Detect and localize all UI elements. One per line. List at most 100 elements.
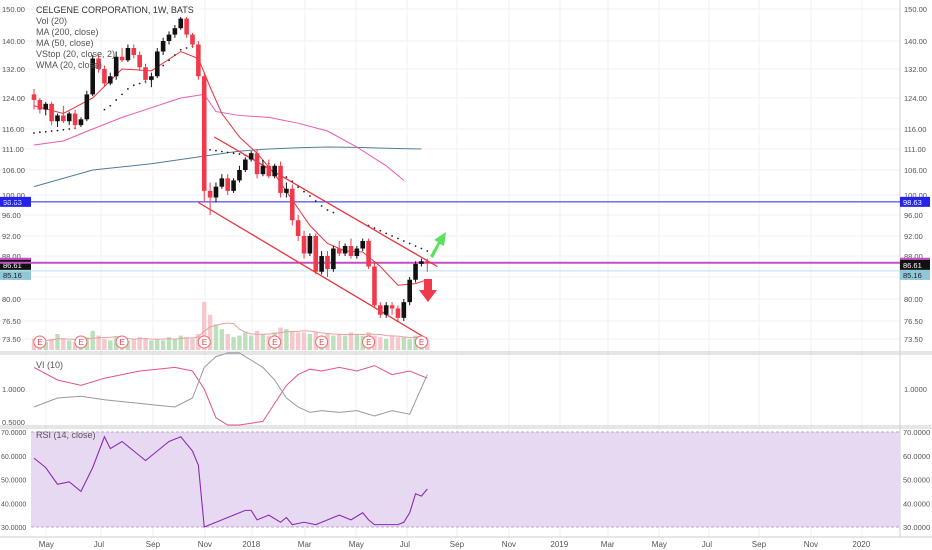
vstop-dot — [332, 211, 335, 214]
volume-bar — [143, 338, 148, 350]
volume-bar — [67, 340, 72, 350]
arrow-up-icon — [430, 232, 446, 258]
vstop-dot — [56, 129, 59, 132]
candle-body — [243, 159, 248, 170]
candle-body — [331, 248, 336, 270]
price-tick-label: 116.00 — [904, 125, 926, 134]
candle-body — [196, 44, 201, 77]
earnings-marker — [268, 335, 282, 349]
price-tick-label-left: 80.00 — [2, 295, 21, 304]
price-tick-label: 106.00 — [904, 166, 927, 175]
price-badge-label: 86.61 — [903, 261, 922, 270]
earnings-marker-label: E — [319, 338, 324, 347]
volume-bar — [384, 338, 389, 350]
volume-bar — [172, 338, 178, 350]
volume-bar — [331, 335, 336, 350]
vstop-dot — [391, 235, 393, 237]
vstop-dot — [420, 247, 423, 250]
candle-body — [49, 103, 54, 122]
vstop-dot — [320, 205, 323, 207]
volume-bar — [278, 327, 283, 350]
chart-title: CELGENE CORPORATION, 1W, BATS — [36, 5, 194, 15]
rsi-tick-label: 30.0000 — [903, 523, 930, 532]
candle-body — [61, 115, 66, 122]
vi-plus-line — [33, 365, 428, 426]
candle-body — [342, 246, 348, 254]
candle-body — [301, 236, 307, 254]
price-badge-left — [0, 269, 31, 280]
candle-body — [313, 236, 319, 272]
candle-body — [295, 220, 301, 236]
candle-body — [37, 99, 43, 110]
candle-body — [413, 263, 418, 280]
candle-body — [336, 248, 342, 254]
rsi-tick-label-left: 40.0000 — [1, 501, 26, 508]
vstop-dot — [173, 54, 176, 56]
rsi-tick-label: 70.0000 — [903, 428, 930, 437]
candle-body — [319, 256, 324, 272]
candle-body — [108, 76, 113, 84]
price-tick-label-left: 150.00 — [2, 5, 25, 14]
candle-body — [190, 34, 195, 45]
earnings-marker-label: E — [37, 338, 42, 347]
vstop-dot — [379, 229, 382, 232]
candle-body — [407, 279, 412, 303]
candle-body — [149, 76, 154, 80]
rsi-tick-label-left: 70.0000 — [1, 430, 26, 437]
vi-tick-label-left: 1.0000 — [2, 385, 25, 394]
candle-body — [289, 188, 295, 221]
price-tick-label: 111.00 — [904, 145, 926, 154]
earnings-marker-label: E — [78, 338, 83, 347]
vstop-dot — [138, 82, 141, 85]
vstop-dot — [132, 84, 135, 87]
time-tick-label: Mar — [298, 540, 312, 549]
candle-body — [260, 165, 266, 175]
volume-bar — [137, 337, 142, 350]
time-axis: May Jul Sep Nov 2018 Mar May Jul Sep Nov 2019 Mar Ma… — [39, 540, 871, 549]
volume-bar — [295, 332, 301, 350]
earnings-marker — [315, 335, 329, 349]
price-badge-label: 85.16 — [903, 271, 922, 280]
time-tick-label: May — [349, 540, 364, 549]
volume-bar — [337, 334, 342, 350]
candle-body — [72, 113, 78, 126]
price-tick-label-left: 100.00 — [2, 191, 25, 200]
price-tick-label: 100.00 — [904, 191, 927, 200]
vstop-dot — [426, 250, 429, 252]
candle-body — [213, 186, 219, 198]
volume-bar — [72, 342, 78, 350]
price-tick-label: 140.00 — [904, 37, 927, 46]
volume-bar — [260, 334, 266, 350]
volume-bar — [342, 335, 348, 350]
earnings-marker-label: E — [366, 338, 371, 347]
earnings-marker-label: E — [272, 338, 277, 347]
vstop-dot — [162, 64, 165, 67]
vstop-dot — [44, 130, 47, 133]
vstop-dot — [33, 132, 35, 134]
candle-body — [166, 34, 172, 41]
candle-body — [219, 178, 225, 187]
vi-pane[interactable]: 1.0000 1.0000 0.5000 — [2, 352, 927, 427]
candle-body — [372, 266, 377, 306]
rsi-label: RSI (14, close) — [36, 430, 96, 440]
candle-body — [401, 302, 407, 318]
candle-body — [424, 261, 430, 264]
candle-body — [131, 48, 137, 55]
time-tick-label: 2019 — [550, 540, 568, 549]
rsi-tick-label: 50.0000 — [903, 476, 930, 485]
candle-body — [90, 58, 95, 95]
candle-body — [278, 165, 283, 193]
vstop-dot — [220, 150, 223, 153]
price-tick-label-left: 132.00 — [2, 65, 25, 74]
vstop-dot — [238, 153, 241, 155]
candle-body — [125, 48, 131, 61]
volume-bar — [219, 329, 225, 350]
candle-body — [395, 308, 401, 318]
volume-bar — [102, 338, 107, 350]
legend-vstop: VStop (20, close, 2) — [36, 49, 116, 59]
vi-label: VI (10) — [36, 360, 64, 370]
vstop-dot — [109, 104, 112, 107]
rsi-pane[interactable]: 70.0000 70.0000 60.0000 60.0000 50.0000 50.00… — [1, 428, 930, 532]
candle-body — [102, 69, 107, 84]
